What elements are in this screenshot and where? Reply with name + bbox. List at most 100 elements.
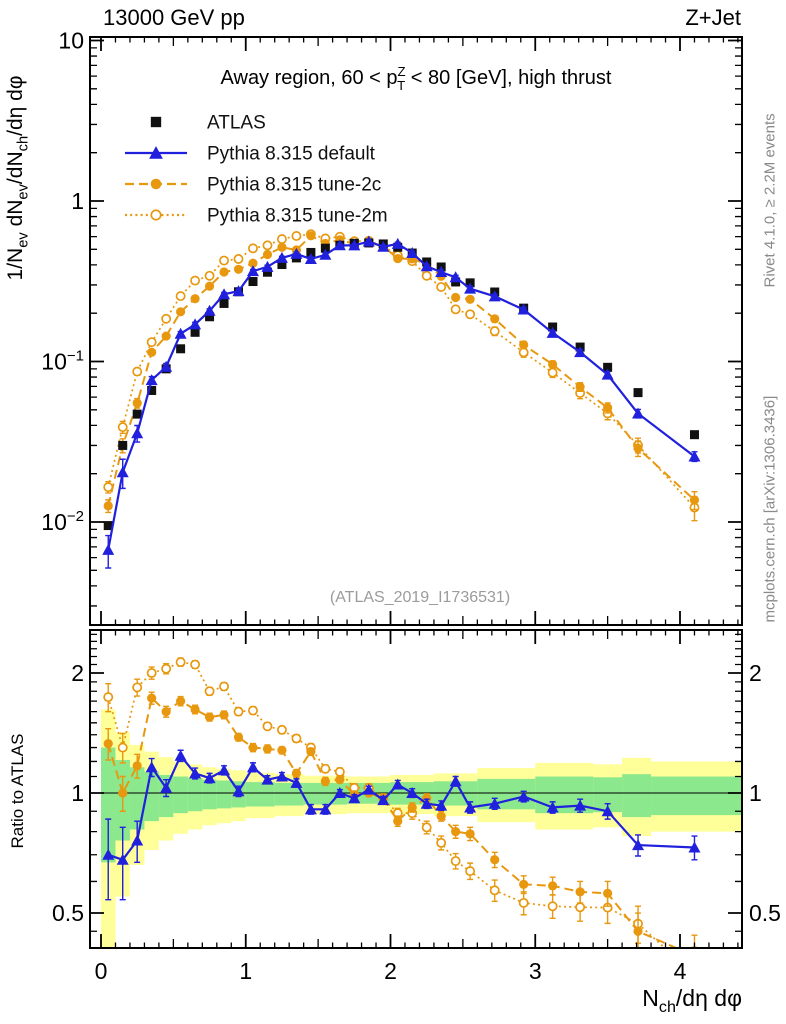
series-main-pythia-default (102, 235, 701, 569)
open-circle-marker (465, 866, 476, 877)
square-marker (603, 362, 613, 372)
open-circle-marker (132, 366, 143, 377)
rivet-version-credit: Rivet 4.1.0, ≥ 2.2M events (761, 113, 779, 288)
ratio-panel-frame (89, 629, 743, 949)
circle-marker (451, 827, 461, 837)
triangle-marker (275, 251, 288, 263)
triangle-marker (145, 374, 158, 386)
open-circle-marker (161, 663, 172, 674)
triangle-marker (464, 282, 477, 294)
open-circle-marker (465, 309, 476, 320)
triangle-marker (116, 466, 129, 478)
open-circle-marker (248, 243, 258, 254)
open-circle-marker (117, 742, 128, 753)
triangle-marker (174, 327, 187, 339)
open-circle-marker (175, 657, 186, 668)
y-axis-tick-label: 1 (71, 188, 84, 214)
circle-marker (633, 443, 643, 453)
open-circle-marker (547, 367, 558, 378)
circle-marker (451, 292, 461, 303)
open-circle-marker (436, 837, 447, 848)
open-circle-marker (204, 270, 215, 281)
open-circle-marker (421, 822, 432, 833)
circle-marker (176, 307, 186, 317)
circle-marker (407, 802, 417, 813)
ratio-tick-label-left: 0.5 (52, 900, 84, 926)
open-circle-marker (489, 885, 500, 896)
circle-marker (335, 775, 345, 785)
circle-marker (436, 811, 446, 821)
triangle-marker (102, 543, 115, 555)
green-uncertainty-band (187, 778, 203, 812)
triangle-marker (160, 781, 173, 793)
circle-marker (603, 888, 613, 898)
triangle-marker (449, 775, 462, 787)
x-axis-tick-label: 2 (384, 958, 397, 984)
y-axis-tick-label: 10 (58, 28, 84, 54)
square-marker (306, 247, 316, 257)
triangle-marker (391, 778, 404, 790)
open-circle-marker (248, 705, 258, 716)
legend-label-atlas: ATLAS (207, 113, 266, 134)
triangle-marker (246, 265, 259, 277)
circle-marker (490, 314, 500, 324)
process-label: Z+Jet (685, 5, 741, 30)
green-uncertainty-band (202, 779, 217, 810)
circle-marker (248, 742, 258, 753)
series-ratio-pythia-default (102, 749, 701, 901)
triangle-marker (420, 797, 433, 809)
circle-marker (548, 359, 558, 370)
legend-label-pythia-default: Pythia 8.315 default (207, 144, 376, 165)
circle-marker (575, 887, 585, 897)
open-circle-marker (518, 897, 529, 908)
triangle-marker (275, 770, 288, 782)
triangle-marker (435, 799, 448, 811)
circle-marker (161, 707, 171, 717)
square-marker (248, 277, 258, 287)
x-axis-tick-label: 4 (674, 958, 687, 984)
triangle-marker (102, 848, 115, 860)
square-marker (103, 521, 113, 531)
triangle-marker (464, 801, 477, 813)
circle-marker (306, 747, 316, 757)
open-circle-marker (150, 209, 162, 221)
circle-marker (150, 178, 162, 190)
circle-marker (233, 264, 244, 274)
green-uncertainty-band (245, 782, 275, 807)
triangle-marker (304, 253, 317, 265)
mcplots-arxiv-credit: mcplots.cern.ch [arXiv:1306.3436] (761, 395, 779, 623)
legend-label-pythia-tune-2m: Pythia 8.315 tune-2m (207, 206, 388, 227)
triangle-marker (362, 235, 375, 247)
open-circle-marker (190, 275, 201, 286)
panel-title: Away region, 60 < pZ T < 80 [GeV], high t… (221, 64, 612, 93)
open-circle-marker (575, 902, 586, 913)
circle-marker (132, 398, 142, 408)
x-axis-tick-label: 3 (529, 958, 542, 984)
open-circle-marker (132, 682, 143, 693)
triangle-marker (688, 450, 701, 462)
circle-marker (548, 881, 558, 891)
triangle-marker (420, 260, 433, 272)
circle-marker (490, 855, 500, 865)
triangle-marker (488, 290, 501, 302)
major-ticks (90, 37, 742, 948)
square-marker (176, 344, 186, 354)
green-uncertainty-band (101, 747, 116, 863)
ratio-tick-label-right: 2 (749, 660, 762, 686)
triangle-marker (348, 239, 361, 251)
triangle-marker (116, 853, 129, 865)
open-circle-marker (146, 337, 157, 348)
triangle-marker (449, 271, 462, 283)
y-axis-title: 1/Nev dNev/dNch/dη dφ (4, 76, 31, 281)
triangle-marker (218, 764, 231, 776)
triangle-marker (189, 767, 202, 779)
y-axis-tick-label: 10−2 (41, 508, 84, 535)
analysis-id-watermark: (ATLAS_2019_I1736531) (329, 589, 511, 606)
circle-marker (161, 331, 171, 341)
open-circle-marker (146, 668, 157, 678)
triangle-marker (149, 146, 163, 159)
triangle-marker (131, 834, 144, 846)
ratio-tick-label-left: 1 (71, 780, 84, 806)
triangle-marker (377, 240, 390, 252)
square-marker (689, 430, 699, 440)
